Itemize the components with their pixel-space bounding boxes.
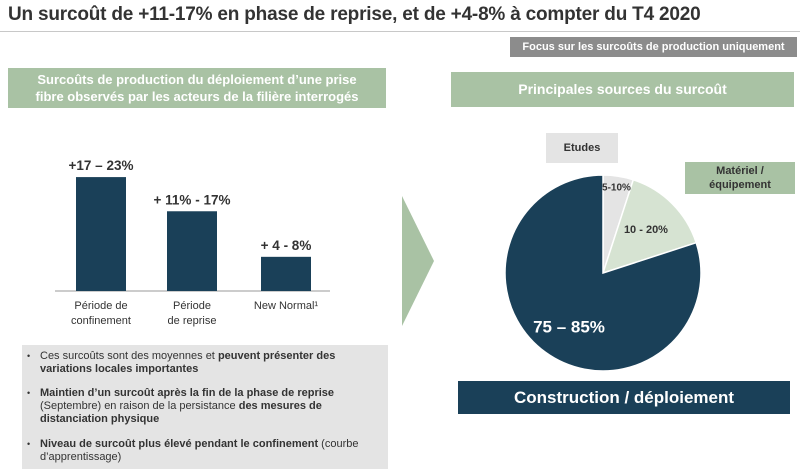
bar-category-label-3: New Normal¹ xyxy=(254,300,319,312)
bar-chart-header-line2: fibre observés par les acteurs de la fil… xyxy=(35,89,359,104)
note-1-text-a: Ces surcoûts sont des moyennes et xyxy=(40,350,218,362)
center-arrow xyxy=(402,196,434,326)
focus-badge: Focus sur les surcoûts de production uni… xyxy=(510,37,797,57)
page-title: Un surcoût de +11-17% en phase de repris… xyxy=(8,4,701,25)
note-bullet-3: • Niveau de surcoût plus élevé pendant l… xyxy=(27,438,359,463)
pie-slice-3 xyxy=(504,174,702,372)
pie-chart-header: Principales sources du surcoût xyxy=(451,72,794,107)
bar-category-label-1: confinement xyxy=(71,315,131,327)
bar-1 xyxy=(76,177,126,291)
pie-value-label-1: 5-10% xyxy=(602,182,631,193)
pie-label-materiel-line2: équipement xyxy=(709,179,771,191)
bar-chart: +17 – 23% Période de confinement + 11% - 17… xyxy=(55,158,330,327)
pie-value-label-2: 10 - 20% xyxy=(624,224,668,236)
note-bullet-2: • Maintien d’un surcoût après la fin de … xyxy=(27,387,335,425)
bar-category-label-2: de reprise xyxy=(168,315,217,327)
bar-chart-header-line1: Surcoûts de production du déploiement d’… xyxy=(37,72,357,87)
title-divider xyxy=(0,31,800,32)
pie-label-materiel: Matériel / équipement xyxy=(685,162,795,194)
note-2-text-c: des mesures de distanciation physique xyxy=(40,400,322,425)
bar-chart-header: Surcoûts de production du déploiement d’… xyxy=(8,68,386,108)
bar-category-label-2: Période xyxy=(173,300,211,312)
bar-value-label-3: + 4 - 8% xyxy=(261,238,312,253)
note-1-text-b: peuvent présenter des variations locales… xyxy=(40,350,336,375)
bar-2 xyxy=(167,211,217,291)
bar-value-label-2: + 11% - 17% xyxy=(154,192,231,207)
note-3-text-a: Niveau de surcoût plus élevé pendant le … xyxy=(40,438,319,450)
note-3-text-b: (courbe d’apprentissage) xyxy=(40,438,359,463)
pie-value-label-3: 75 – 85% xyxy=(533,317,605,336)
pie-label-construction: Construction / déploiement xyxy=(458,381,790,414)
pie-slice-1 xyxy=(602,174,635,274)
bar-category-label-1: Période de xyxy=(74,300,127,312)
note-2-text-a: Maintien d’un surcoût après la fin de la… xyxy=(40,387,335,399)
notes-box: • Ces surcoûts sont des moyennes et peuv… xyxy=(22,345,388,469)
bar-value-label-1: +17 – 23% xyxy=(69,158,134,173)
bar-3 xyxy=(261,256,311,291)
pie-slice-2 xyxy=(601,178,698,275)
pie-label-etudes: Etudes xyxy=(546,133,618,163)
pie-label-materiel-line1: Matériel / xyxy=(716,165,764,177)
arrow-chevron xyxy=(402,196,434,326)
note-2-text-b: (Septembre) en raison de la persistance xyxy=(40,400,239,412)
note-bullet-1: • Ces surcoûts sont des moyennes et peuv… xyxy=(27,350,336,375)
